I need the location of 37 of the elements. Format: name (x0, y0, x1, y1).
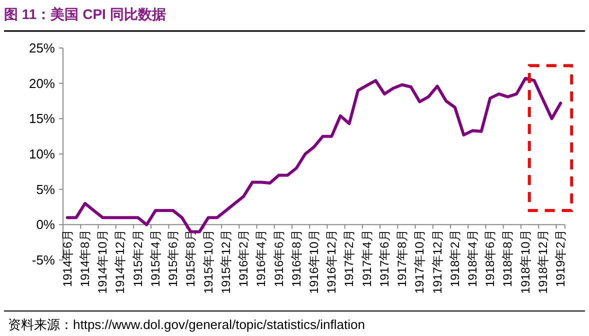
xtick: 1915年4月 (148, 230, 162, 288)
ytick: 10% (28, 146, 55, 162)
xtick: 1915年12月 (218, 230, 233, 294)
xtick: 1916年6月 (272, 230, 286, 288)
xtick: 1914年12月 (113, 230, 128, 294)
ytick: 20% (28, 76, 55, 91)
xtick: 1918年2月 (448, 230, 462, 288)
title: 图 11：美国 CPI 同比数据 (4, 6, 166, 22)
xtick: 1917年10月 (412, 230, 427, 294)
xtick: 1916年2月 (236, 230, 251, 288)
ytick: -5% (32, 252, 55, 268)
xtick: 1915年6月 (166, 230, 180, 288)
xtick: 1914年6月 (60, 230, 74, 288)
xtick: 1917年8月 (395, 230, 410, 288)
xtick: 1918年4月 (466, 230, 480, 288)
xtick: 1917年12月 (430, 230, 444, 294)
xtick: 1915年2月 (130, 230, 145, 288)
xtick: 1917年2月 (342, 230, 356, 288)
xtick: 1919年2月 (554, 230, 568, 288)
xtick: 1916年12月 (324, 230, 339, 294)
ytick: 5% (36, 182, 55, 197)
ytick: 15% (28, 111, 55, 126)
xtick: 1914年10月 (96, 230, 110, 294)
annotation: 资料来源：https://www.dol.gov/general/topic/statistics/inflation (8, 317, 365, 332)
xtick: 1917年6月 (377, 230, 392, 288)
xtick: 1918年10月 (518, 230, 532, 294)
xtick: 1916年8月 (289, 230, 304, 288)
xtick: 1918年8月 (500, 230, 515, 288)
xtick: 1917年4月 (360, 230, 374, 288)
ytick: 25% (28, 40, 55, 56)
xtick: 1918年12月 (536, 230, 550, 294)
xtick: 1914年8月 (78, 230, 92, 288)
xtick: 1916年10月 (307, 230, 321, 294)
xtick: 1916年4月 (254, 230, 268, 288)
ytick: 0% (36, 217, 55, 232)
xtick: 1918年6月 (483, 230, 498, 288)
xtick: 1915年10月 (201, 230, 216, 294)
